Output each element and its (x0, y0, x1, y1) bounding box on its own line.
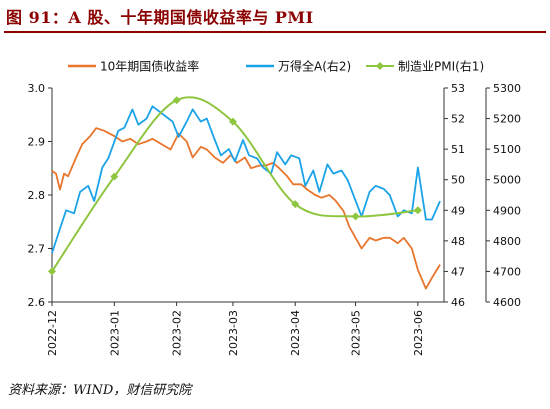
left-tick-label: 2.9 (28, 136, 46, 149)
legend-label-wind: 万得全A(右2) (278, 59, 351, 74)
right1-tick-label: 51 (451, 143, 465, 156)
series-line-wind (51, 105, 441, 254)
axes (51, 88, 487, 303)
right2-tick-label: 4800 (493, 235, 521, 248)
right2-tick-label: 5000 (493, 174, 521, 187)
x-tick-label: 2023-05 (350, 310, 363, 356)
pmi-point (413, 206, 422, 215)
pmi-point (351, 212, 360, 221)
right2-tick-label: 4900 (493, 204, 521, 217)
x-tick-label: 2023-04 (289, 310, 302, 356)
line-chart: 10年期国债收益率 万得全A(右2) 制造业PMI(右1) 2.62.72.82… (28, 59, 522, 356)
right1-tick-label: 52 (451, 113, 465, 126)
right2-tick-label: 5300 (493, 82, 521, 95)
right1-tick-label: 47 (451, 265, 465, 278)
figure-title: 图 91：A 股、十年期国债收益率与 PMI (6, 8, 314, 27)
x-tick-label: 2023-01 (108, 310, 121, 356)
right2-tick-label: 5200 (493, 113, 521, 126)
x-tick-label: 2023-06 (412, 310, 425, 356)
legend-label-pmi: 制造业PMI(右1) (398, 59, 484, 74)
right1-tick-label: 48 (451, 235, 465, 248)
left-tick-label: 2.6 (28, 296, 46, 309)
left-tick-label: 3.0 (28, 82, 46, 95)
source-note: 资料来源：WIND，财信研究院 (8, 383, 192, 398)
legend-marker-pmi (376, 62, 384, 70)
series-line-bond (51, 127, 441, 290)
legend: 10年期国债收益率 万得全A(右2) 制造业PMI(右1) (68, 59, 484, 74)
legend-label-bond: 10年期国债收益率 (100, 59, 199, 74)
x-tick-label: 2022-12 (46, 310, 59, 356)
right2-tick-label: 5100 (493, 143, 521, 156)
right1-tick-label: 49 (451, 204, 465, 217)
pmi-point (48, 267, 56, 276)
right2-tick-label: 4600 (493, 296, 521, 309)
right2-tick-label: 4700 (493, 265, 521, 278)
pmi-point (172, 96, 181, 105)
tick-layer: 2.6 2.7 2.8 2.9 3.0 46 47 48 49 50 51 52 53 4600 4700 4… (28, 82, 522, 356)
right1-tick-label: 50 (451, 174, 465, 187)
pmi-point (110, 172, 119, 181)
x-tick-label: 2023-02 (171, 310, 184, 356)
left-tick-label: 2.7 (28, 243, 46, 256)
right1-tick-label: 46 (451, 296, 465, 309)
title-divider (4, 31, 546, 33)
pmi-point (291, 200, 300, 209)
series-layer (48, 96, 441, 290)
right1-tick-label: 53 (451, 82, 465, 95)
pmi-point (228, 117, 237, 126)
left-tick-label: 2.8 (28, 189, 46, 202)
x-tick-label: 2023-03 (227, 310, 240, 356)
